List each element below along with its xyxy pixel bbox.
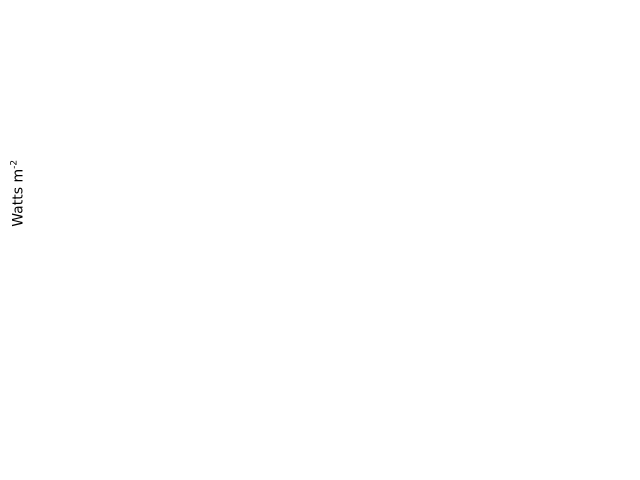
- plot-area: [73, 38, 553, 418]
- plot-svg: [73, 38, 553, 418]
- y-axis-label: Watts m-2: [9, 159, 27, 227]
